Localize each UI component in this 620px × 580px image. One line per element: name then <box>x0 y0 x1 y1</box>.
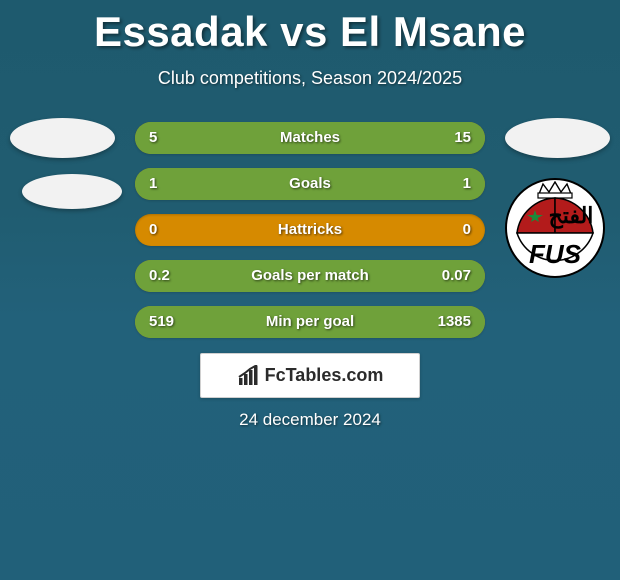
team-b-logo-2: الفتح FUS <box>505 178 605 278</box>
stat-label: Hattricks <box>135 214 485 246</box>
team-a-logo-1 <box>10 118 115 158</box>
stat-right-value: 0.07 <box>442 260 471 292</box>
page-title: Essadak vs El Msane <box>0 0 620 56</box>
stat-right-value: 1385 <box>438 306 471 338</box>
comparison-card: Essadak vs El Msane Club competitions, S… <box>0 0 620 580</box>
stat-label: Min per goal <box>135 306 485 338</box>
stat-right-value: 0 <box>463 214 471 246</box>
chart-icon <box>237 365 261 387</box>
crown-icon <box>538 182 572 198</box>
team-a-logo-2 <box>22 174 122 209</box>
stat-label: Goals <box>135 168 485 200</box>
stat-bar: 0 Hattricks 0 <box>135 214 485 246</box>
stat-bar: 0.2 Goals per match 0.07 <box>135 260 485 292</box>
subtitle: Club competitions, Season 2024/2025 <box>0 68 620 89</box>
brand-box[interactable]: FcTables.com <box>200 353 420 398</box>
brand-text: FcTables.com <box>265 365 384 386</box>
fus-text: FUS <box>529 239 582 269</box>
stat-label: Goals per match <box>135 260 485 292</box>
stat-right-value: 1 <box>463 168 471 200</box>
stat-bar: 1 Goals 1 <box>135 168 485 200</box>
stat-bar: 5 Matches 15 <box>135 122 485 154</box>
stat-bar: 519 Min per goal 1385 <box>135 306 485 338</box>
stat-label: Matches <box>135 122 485 154</box>
arabic-text: الفتح <box>549 203 594 229</box>
stat-right-value: 15 <box>454 122 471 154</box>
stats-bars: 5 Matches 15 1 Goals 1 0 Hattricks 0 0.2… <box>135 122 485 352</box>
date-text: 24 december 2024 <box>0 410 620 430</box>
team-b-logo-1 <box>505 118 610 158</box>
